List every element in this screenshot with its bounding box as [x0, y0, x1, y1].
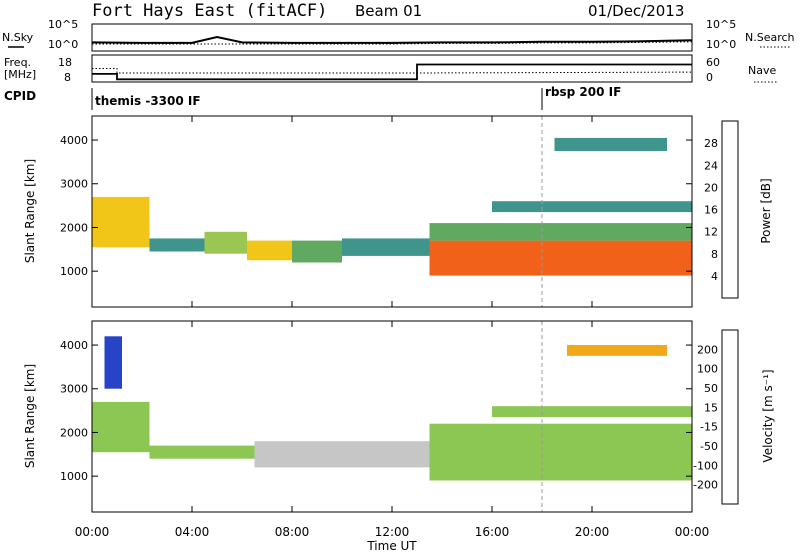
velocity-y-ticks: 4000 3000 2000 1000	[60, 339, 692, 483]
noise-right-tick-top: 10^5	[706, 18, 736, 31]
power-ytick-label-1: 3000	[60, 178, 88, 191]
noise-panel: N.Sky 10^5 10^0 10^5 10^0 N.Search	[2, 18, 795, 52]
velocity-ytick-label-2: 2000	[60, 426, 88, 439]
velocity-panel: 4000 3000 2000 1000 Slant Range [km] 200 100…	[23, 320, 775, 513]
cpid-label: CPID	[4, 89, 36, 103]
velocity-heatmap	[92, 321, 692, 512]
power-colorbar-tick-0: 28	[704, 137, 718, 150]
frequency-label-top: Freq.	[4, 56, 31, 69]
cpid-strip: CPID themis -3300 IF rbsp 200 IF	[4, 85, 621, 110]
xtick-label-2: 08:00	[275, 525, 310, 539]
frequency-series	[92, 63, 692, 81]
date-title: 01/Dec/2013	[588, 2, 684, 20]
xtick-label-3: 12:00	[375, 525, 410, 539]
noise-panel-frame	[91, 23, 693, 52]
cpid-segment-1: rbsp 200 IF	[545, 85, 621, 99]
cpid-segment-0: themis -3300 IF	[95, 94, 201, 108]
power-band-0	[92, 196, 150, 248]
power-colorbar-tick-3: 16	[704, 204, 718, 217]
noise-left-tick-bottom: 10^0	[48, 38, 78, 51]
frequency-panel-frame	[91, 54, 693, 83]
noise-sky-series	[91, 35, 693, 44]
noise-right-tick-bottom: 10^0	[706, 38, 736, 51]
power-y-axis-label: Slant Range [km]	[23, 159, 37, 263]
power-panel: 4000 3000 2000 1000 Slant Range [km] 28 24 20…	[23, 115, 773, 308]
power-band-5	[342, 238, 430, 256]
time-axis-label: Time UT	[366, 539, 417, 553]
velocity-colorbar-tick-4: -15	[700, 421, 718, 434]
power-band-1	[149, 238, 205, 252]
xtick-label-5: 20:00	[575, 525, 610, 539]
power-band-2	[204, 231, 247, 254]
power-band-7	[429, 223, 692, 241]
power-ytick-label-0: 4000	[60, 134, 88, 147]
noise-right-label: N.Search	[745, 31, 795, 44]
power-colorbar-tick-2: 20	[704, 181, 718, 194]
xtick-label-0: 00:00	[75, 525, 110, 539]
power-colorbar-frame	[721, 120, 739, 299]
velocity-colorbar-tick-0: 200	[697, 343, 718, 356]
power-colorbar: 28 24 20 16 12 8 4	[704, 120, 739, 299]
velocity-band-3	[429, 423, 692, 481]
velocity-ytick-label-0: 4000	[60, 339, 88, 352]
velocity-colorbar-label: Velocity [m s⁻¹]	[761, 369, 775, 462]
velocity-y-axis-label: Slant Range [km]	[23, 364, 37, 468]
power-band-9	[554, 137, 667, 151]
frequency-label-bottom: [MHz]	[4, 68, 36, 81]
velocity-colorbar-tick-5: -50	[700, 440, 718, 453]
velocity-band-1	[149, 445, 255, 459]
velocity-band-0	[92, 401, 150, 453]
frequency-left-tick-top: 18	[58, 56, 72, 69]
velocity-colorbar-tick-6: -100	[693, 459, 718, 472]
power-y-ticks: 4000 3000 2000 1000	[60, 134, 692, 278]
frequency-right-tick-top: 60	[706, 56, 720, 69]
velocity-band-2	[254, 441, 430, 468]
power-band-4	[292, 240, 342, 263]
frequency-left-tick-bottom: 8	[64, 71, 71, 84]
power-colorbar-tick-4: 12	[704, 226, 718, 239]
noise-left-tick-top: 10^5	[48, 18, 78, 31]
noise-left-label: N.Sky	[2, 31, 34, 44]
velocity-band-4	[492, 406, 692, 418]
xtick-label-6: 00:00	[675, 525, 710, 539]
site-title: Fort Hays East (fitACF)	[92, 1, 327, 21]
velocity-colorbar-tick-2: 50	[704, 382, 718, 395]
frequency-panel: Freq. [MHz] 18 8 60 0 Nave	[4, 54, 778, 84]
power-band-8	[492, 201, 692, 213]
xtick-label-1: 04:00	[175, 525, 210, 539]
power-ytick-label-2: 2000	[60, 221, 88, 234]
frequency-right-tick-bottom: 0	[706, 71, 713, 84]
velocity-colorbar-tick-7: -200	[693, 479, 718, 492]
beam-title: Beam 01	[355, 2, 422, 20]
velocity-band-6	[567, 345, 667, 356]
velocity-band-5	[104, 336, 122, 389]
xtick-label-4: 16:00	[475, 525, 510, 539]
velocity-colorbar-tick-1: 100	[697, 363, 718, 376]
velocity-colorbar-tick-3: 15	[704, 401, 718, 414]
power-band-3	[247, 240, 292, 261]
velocity-ytick-label-3: 1000	[60, 470, 88, 483]
time-axis: 00:00 04:00 08:00 12:00 16:00 20:00 00:00	[75, 116, 710, 539]
velocity-ytick-label-1: 3000	[60, 383, 88, 396]
velocity-colorbar: 200 100 50 15 -15 -50 -100 -200	[693, 329, 739, 505]
power-colorbar-tick-6: 4	[711, 270, 718, 283]
power-band-6	[429, 240, 692, 276]
power-colorbar-tick-5: 8	[711, 248, 718, 261]
power-ytick-label-3: 1000	[60, 265, 88, 278]
power-colorbar-label: Power [dB]	[759, 178, 773, 243]
nave-label: Nave	[748, 64, 776, 77]
nave-series	[92, 68, 693, 74]
velocity-colorbar-frame	[721, 329, 739, 505]
power-heatmap	[92, 116, 692, 307]
power-colorbar-tick-1: 24	[704, 159, 718, 172]
